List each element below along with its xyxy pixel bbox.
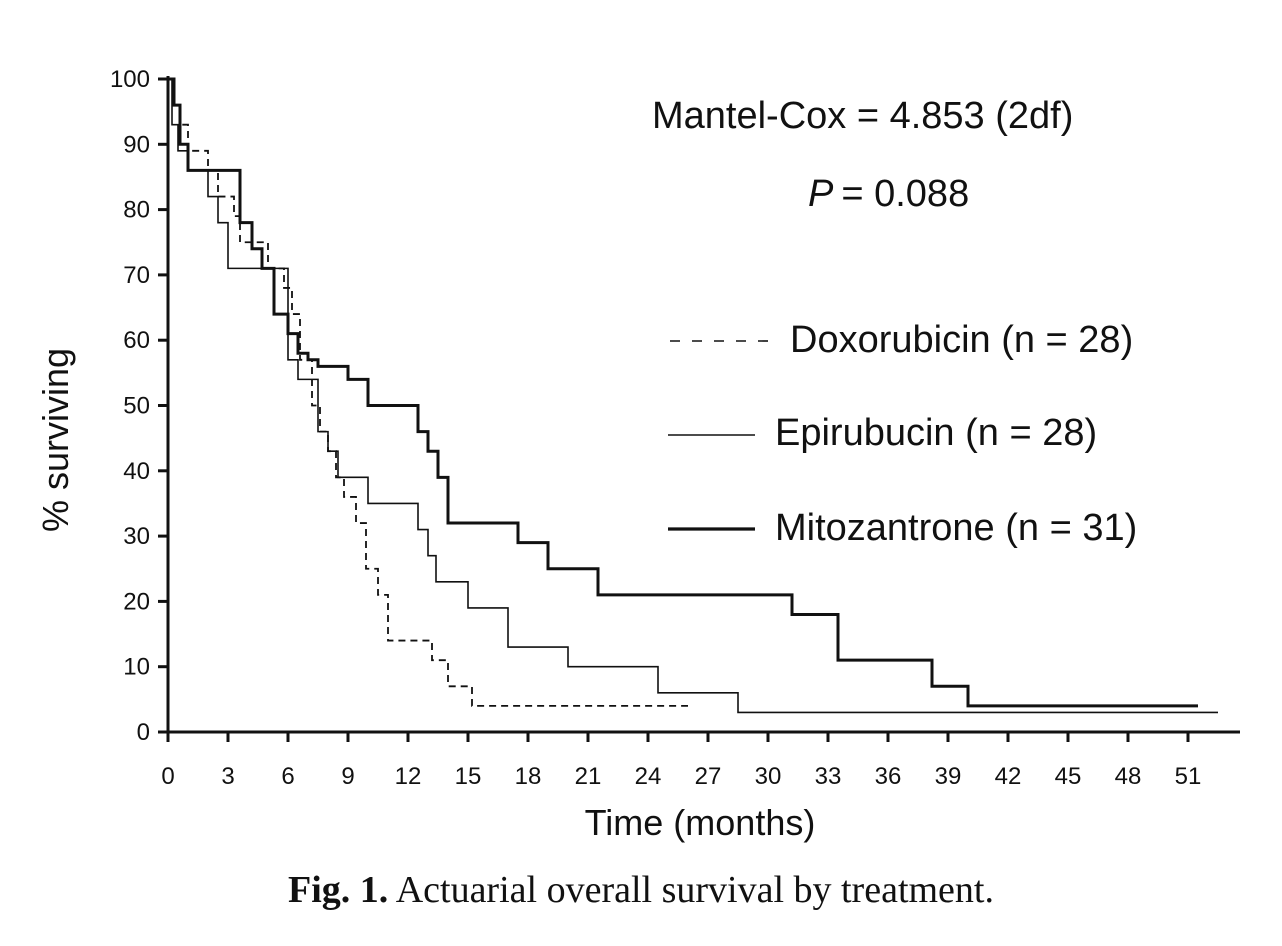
x-tick-label: 6 [281, 763, 294, 790]
x-tick-label: 0 [161, 763, 174, 790]
x-tick-label: 39 [935, 763, 962, 790]
y-tick-label: 100 [110, 66, 150, 93]
x-tick-label: 21 [575, 763, 602, 790]
legend-label-mitozantrone: Mitozantrone (n = 31) [775, 507, 1137, 549]
x-tick-label: 24 [635, 763, 662, 790]
y-tick-label: 30 [123, 523, 150, 550]
x-axis-title: Time (months) [585, 802, 816, 843]
survival-curve-doxorubicin [168, 78, 688, 707]
x-tick-label: 27 [695, 763, 722, 790]
x-tick-label: 12 [395, 763, 422, 790]
legend: Doxorubicin (n = 28) Epirubucin (n = 28)… [668, 319, 1137, 549]
x-tick-label: 45 [1055, 763, 1082, 790]
x-tick-label: 3 [221, 763, 234, 790]
survival-curve-epirubucin [168, 78, 1218, 714]
y-tick-label: 60 [123, 327, 150, 354]
legend-label-doxorubicin: Doxorubicin (n = 28) [790, 319, 1133, 361]
x-axis: 0 3 6 9 12 15 18 21 24 27 30 33 36 39 42 45 48 51 [161, 730, 1240, 790]
x-tick-label: 33 [815, 763, 842, 790]
x-tick-label: 15 [455, 763, 482, 790]
x-ticks: 0 3 6 9 12 15 18 21 24 27 30 33 36 39 42 45 48 51 [161, 732, 1201, 790]
figure-caption: Fig. 1. Actuarial overall survival by tr… [0, 868, 1282, 912]
x-tick-label: 30 [755, 763, 782, 790]
y-tick-label: 50 [123, 393, 150, 420]
mantel-cox-annotation: Mantel-Cox = 4.853 (2df) [652, 95, 1073, 137]
series-layer [168, 77, 1218, 714]
x-tick-label: 48 [1115, 763, 1142, 790]
p-value-symbol: P [808, 173, 834, 215]
y-tick-label: 90 [123, 131, 150, 158]
y-axis-title: % surviving [35, 348, 76, 532]
y-tick-label: 80 [123, 197, 150, 224]
y-tick-label: 10 [123, 654, 150, 681]
y-tick-label: 20 [123, 588, 150, 615]
p-value-annotation: P = 0.088 [808, 173, 969, 215]
y-axis: 0 10 20 30 40 50 60 70 80 90 100 [110, 66, 170, 746]
x-tick-label: 18 [515, 763, 542, 790]
p-value-text: = 0.088 [841, 173, 969, 215]
x-tick-label: 9 [341, 763, 354, 790]
x-tick-label: 36 [875, 763, 902, 790]
y-tick-label: 0 [137, 719, 150, 746]
x-tick-label: 51 [1175, 763, 1202, 790]
y-tick-label: 70 [123, 262, 150, 289]
y-tick-label: 40 [123, 458, 150, 485]
figure-label: Fig. 1. [288, 869, 389, 911]
figure-caption-text: Actuarial overall survival by treatment. [395, 869, 994, 911]
y-ticks: 0 10 20 30 40 50 60 70 80 90 100 [110, 66, 168, 746]
x-tick-label: 42 [995, 763, 1022, 790]
survival-curve-mitozantrone [168, 77, 1198, 708]
legend-label-epirubucin: Epirubucin (n = 28) [775, 412, 1097, 454]
